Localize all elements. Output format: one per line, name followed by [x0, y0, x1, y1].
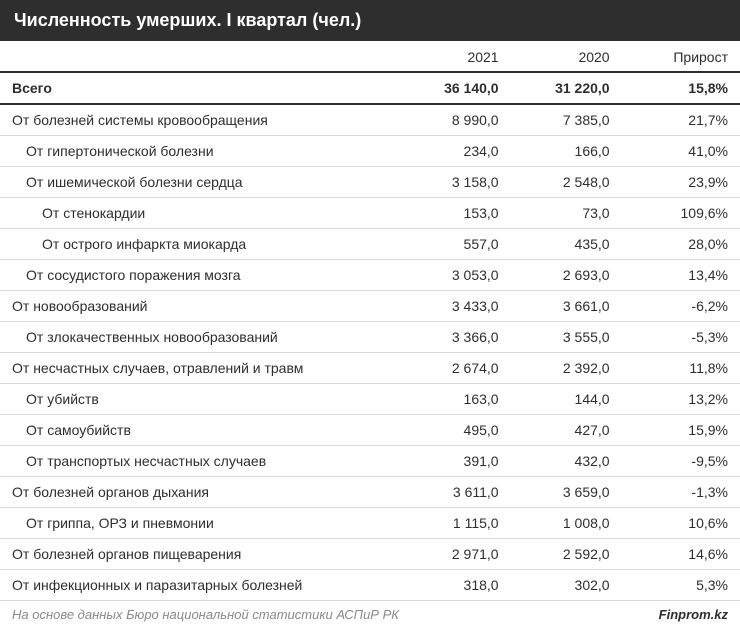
cell-2020: 3 659,0 [511, 477, 622, 508]
cell-2020: 2 548,0 [511, 167, 622, 198]
cell-label: От болезней системы кровообращения [0, 104, 400, 136]
table-row: От сосудистого поражения мозга3 053,02 6… [0, 260, 740, 291]
table-row: От болезней органов пищеварения2 971,02 … [0, 539, 740, 570]
cell-2021: 3 053,0 [400, 260, 511, 291]
cell-2020: 2 592,0 [511, 539, 622, 570]
report-container: Численность умерших. I квартал (чел.) 20… [0, 0, 740, 632]
cell-label: От транспортых несчастных случаев [0, 446, 400, 477]
cell-2021: 36 140,0 [400, 72, 511, 104]
cell-growth: 10,6% [622, 508, 740, 539]
report-title: Численность умерших. I квартал (чел.) [0, 0, 740, 41]
cell-label: От несчастных случаев, отравлений и трав… [0, 353, 400, 384]
cell-growth: -5,3% [622, 322, 740, 353]
cell-growth: 15,8% [622, 72, 740, 104]
col-header-2020: 2020 [511, 41, 622, 72]
table-row: От острого инфаркта миокарда557,0435,028… [0, 229, 740, 260]
cell-2020: 73,0 [511, 198, 622, 229]
cell-label: Всего [0, 72, 400, 104]
table-row: От болезней органов дыхания3 611,03 659,… [0, 477, 740, 508]
cell-2020: 432,0 [511, 446, 622, 477]
cell-2020: 435,0 [511, 229, 622, 260]
cell-growth: -1,3% [622, 477, 740, 508]
cell-label: От ишемической болезни сердца [0, 167, 400, 198]
cell-growth: 11,8% [622, 353, 740, 384]
cell-2021: 495,0 [400, 415, 511, 446]
cell-2021: 391,0 [400, 446, 511, 477]
table-row: От ишемической болезни сердца3 158,02 54… [0, 167, 740, 198]
cell-label: От гипертонической болезни [0, 136, 400, 167]
table-row: От самоубийств495,0427,015,9% [0, 415, 740, 446]
cell-growth: 14,6% [622, 539, 740, 570]
cell-growth: -9,5% [622, 446, 740, 477]
cell-label: От новообразований [0, 291, 400, 322]
cell-label: От убийств [0, 384, 400, 415]
cell-2021: 3 158,0 [400, 167, 511, 198]
cell-2021: 8 990,0 [400, 104, 511, 136]
cell-growth: 15,9% [622, 415, 740, 446]
col-header-label [0, 41, 400, 72]
cell-2020: 144,0 [511, 384, 622, 415]
cell-growth: 109,6% [622, 198, 740, 229]
cell-2021: 234,0 [400, 136, 511, 167]
footer: На основе данных Бюро национальной стати… [0, 601, 740, 632]
cell-2021: 3 366,0 [400, 322, 511, 353]
cell-2020: 166,0 [511, 136, 622, 167]
table-row: От гриппа, ОРЗ и пневмонии1 115,01 008,0… [0, 508, 740, 539]
cell-2021: 3 433,0 [400, 291, 511, 322]
cell-2020: 2 392,0 [511, 353, 622, 384]
cell-label: От гриппа, ОРЗ и пневмонии [0, 508, 400, 539]
table-row: От злокачественных новообразований3 366,… [0, 322, 740, 353]
table-row: От убийств163,0144,013,2% [0, 384, 740, 415]
table-row: От гипертонической болезни234,0166,041,0… [0, 136, 740, 167]
footer-source: На основе данных Бюро национальной стати… [12, 607, 399, 622]
cell-2020: 2 693,0 [511, 260, 622, 291]
cell-label: От болезней органов пищеварения [0, 539, 400, 570]
table-row: Всего36 140,031 220,015,8% [0, 72, 740, 104]
cell-2021: 557,0 [400, 229, 511, 260]
col-header-growth: Прирост [622, 41, 740, 72]
cell-2021: 2 674,0 [400, 353, 511, 384]
cell-label: От инфекционных и паразитарных болезней [0, 570, 400, 601]
cell-growth: 23,9% [622, 167, 740, 198]
table-body: Всего36 140,031 220,015,8%От болезней си… [0, 72, 740, 601]
table-row: От транспортых несчастных случаев391,043… [0, 446, 740, 477]
cell-growth: 13,4% [622, 260, 740, 291]
cell-2020: 427,0 [511, 415, 622, 446]
cell-2021: 318,0 [400, 570, 511, 601]
table-header-row: 2021 2020 Прирост [0, 41, 740, 72]
cell-2020: 302,0 [511, 570, 622, 601]
cell-growth: 28,0% [622, 229, 740, 260]
footer-brand: Finprom.kz [659, 607, 728, 622]
cell-label: От острого инфаркта миокарда [0, 229, 400, 260]
cell-2020: 1 008,0 [511, 508, 622, 539]
cell-growth: 13,2% [622, 384, 740, 415]
cell-2021: 3 611,0 [400, 477, 511, 508]
cell-2021: 2 971,0 [400, 539, 511, 570]
cell-label: От стенокардии [0, 198, 400, 229]
cell-label: От сосудистого поражения мозга [0, 260, 400, 291]
cell-2021: 1 115,0 [400, 508, 511, 539]
cell-2020: 7 385,0 [511, 104, 622, 136]
cell-2021: 153,0 [400, 198, 511, 229]
cell-label: От самоубийств [0, 415, 400, 446]
cell-growth: -6,2% [622, 291, 740, 322]
table-row: От болезней системы кровообращения8 990,… [0, 104, 740, 136]
cell-2020: 3 555,0 [511, 322, 622, 353]
cell-2021: 163,0 [400, 384, 511, 415]
table-row: От инфекционных и паразитарных болезней3… [0, 570, 740, 601]
cell-growth: 21,7% [622, 104, 740, 136]
table-row: От новообразований3 433,03 661,0-6,2% [0, 291, 740, 322]
cell-label: От злокачественных новообразований [0, 322, 400, 353]
cell-2020: 3 661,0 [511, 291, 622, 322]
cell-growth: 5,3% [622, 570, 740, 601]
cell-growth: 41,0% [622, 136, 740, 167]
mortality-table: 2021 2020 Прирост Всего36 140,031 220,01… [0, 41, 740, 601]
cell-2020: 31 220,0 [511, 72, 622, 104]
table-row: От стенокардии153,073,0109,6% [0, 198, 740, 229]
col-header-2021: 2021 [400, 41, 511, 72]
cell-label: От болезней органов дыхания [0, 477, 400, 508]
table-row: От несчастных случаев, отравлений и трав… [0, 353, 740, 384]
